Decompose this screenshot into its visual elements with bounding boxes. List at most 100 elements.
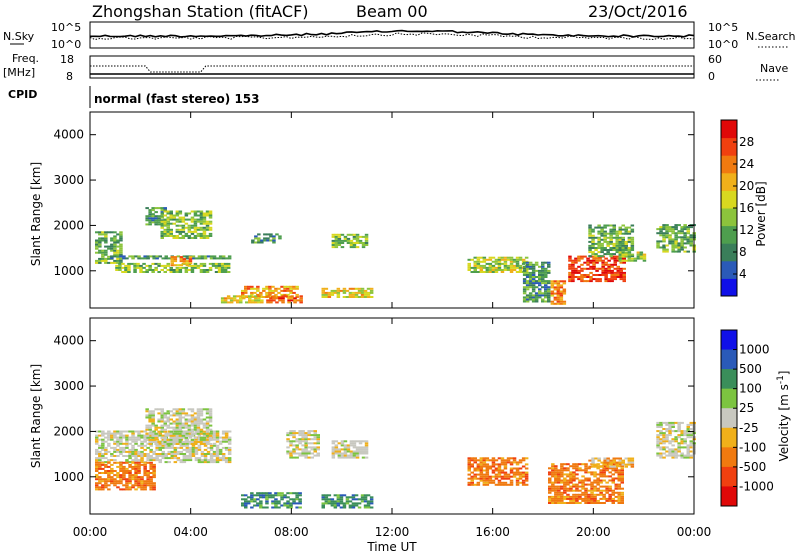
heatmap-cell bbox=[182, 461, 187, 464]
heatmap-cell bbox=[547, 269, 551, 272]
heatmap-cell bbox=[163, 424, 167, 427]
heatmap-cell bbox=[223, 299, 228, 302]
heatmap-cell bbox=[572, 499, 576, 502]
heatmap-cell bbox=[584, 469, 588, 472]
heatmap-cell bbox=[624, 465, 628, 468]
heatmap-cell bbox=[470, 477, 474, 480]
heatmap-cell bbox=[160, 209, 164, 212]
heatmap-cell bbox=[101, 453, 105, 455]
heatmap-cell bbox=[286, 446, 290, 449]
heatmap-cell bbox=[148, 414, 152, 417]
heatmap-cell bbox=[578, 469, 582, 472]
heatmap-cell bbox=[113, 255, 117, 258]
heatmap-cell bbox=[617, 495, 621, 498]
heatmap-cell bbox=[119, 448, 123, 451]
heatmap-cell bbox=[259, 293, 263, 296]
heatmap-cell bbox=[140, 488, 144, 491]
heatmap-cell bbox=[345, 500, 350, 503]
heatmap-cell bbox=[170, 264, 174, 267]
heatmap-cell bbox=[184, 214, 189, 217]
heatmap-cell bbox=[528, 265, 533, 268]
heatmap-cell bbox=[215, 434, 220, 437]
heatmap-cell bbox=[152, 467, 156, 470]
heatmap-cell bbox=[494, 467, 499, 470]
heatmap-cell bbox=[257, 299, 261, 302]
heatmap-cell bbox=[101, 434, 105, 437]
heatmap-cell bbox=[286, 285, 290, 288]
heatmap-cell bbox=[330, 291, 335, 294]
heatmap-cell bbox=[584, 479, 588, 482]
heatmap-cell bbox=[559, 296, 564, 299]
heatmap-cell bbox=[101, 438, 105, 441]
heatmap-cell bbox=[488, 475, 493, 478]
heatmap-cell bbox=[175, 436, 180, 439]
heatmap-cell bbox=[190, 414, 195, 417]
heatmap-cell bbox=[683, 228, 687, 231]
heatmap-cell bbox=[548, 467, 552, 470]
heatmap-cell bbox=[522, 274, 527, 276]
heatmap-cell bbox=[157, 430, 161, 433]
heatmap-cell bbox=[591, 240, 595, 243]
heatmap-cell bbox=[263, 237, 267, 240]
heatmap-cell bbox=[593, 471, 597, 474]
heatmap-cell bbox=[541, 274, 545, 276]
heatmap-cell bbox=[119, 440, 123, 443]
heatmap-cell bbox=[248, 301, 252, 304]
heatmap-cell bbox=[139, 264, 143, 267]
heatmap-cell bbox=[665, 228, 669, 231]
heatmap-cell bbox=[152, 486, 156, 489]
heatmap-cell bbox=[239, 299, 243, 302]
heatmap-cell bbox=[143, 448, 147, 451]
heatmap-cell bbox=[551, 497, 555, 500]
heatmap-cell bbox=[656, 421, 660, 424]
heatmap-cell bbox=[512, 473, 517, 476]
heatmap-cell bbox=[241, 289, 245, 292]
heatmap-cell bbox=[182, 260, 187, 263]
heatmap-cell bbox=[592, 267, 596, 270]
heatmap-cell bbox=[169, 212, 173, 215]
heatmap-cell bbox=[512, 475, 517, 478]
heatmap-cell bbox=[683, 446, 687, 449]
heatmap-cell bbox=[604, 261, 608, 264]
heatmap-cell bbox=[113, 461, 117, 464]
heatmap-cell bbox=[122, 465, 126, 468]
heatmap-cell bbox=[597, 459, 601, 462]
heatmap-cell bbox=[209, 257, 214, 260]
heatmap-cell bbox=[145, 428, 149, 431]
heatmap-cell bbox=[553, 298, 558, 301]
heatmap-cell bbox=[289, 287, 293, 290]
heatmap-cell bbox=[208, 235, 213, 237]
heatmap-cell bbox=[665, 248, 669, 251]
heatmap-cell bbox=[199, 443, 204, 445]
heatmap-cell bbox=[197, 255, 202, 258]
heatmap-cell bbox=[668, 226, 672, 229]
heatmap-cell bbox=[467, 463, 471, 466]
heatmap-cell bbox=[554, 493, 558, 496]
heatmap-cell bbox=[299, 301, 303, 304]
heatmap-cell bbox=[122, 257, 126, 260]
heatmap-cell bbox=[110, 249, 114, 252]
heatmap-cell bbox=[366, 287, 371, 290]
heatmap-cell bbox=[586, 274, 590, 276]
heatmap-cell bbox=[560, 479, 564, 482]
heatmap-cell bbox=[205, 212, 210, 215]
heatmap-cell bbox=[208, 420, 213, 423]
colorbar-tick-label: 8 bbox=[739, 245, 747, 259]
heatmap-cell bbox=[113, 484, 117, 487]
heatmap-cell bbox=[169, 222, 173, 225]
heatmap-cell bbox=[575, 487, 579, 490]
heatmap-cell bbox=[229, 299, 234, 302]
heatmap-cell bbox=[161, 455, 165, 457]
heatmap-cell bbox=[605, 467, 609, 470]
heatmap-cell bbox=[336, 498, 341, 501]
heatmap-cell bbox=[286, 440, 290, 443]
heatmap-cell bbox=[220, 269, 225, 271]
heatmap-cell bbox=[324, 500, 329, 503]
heatmap-cell bbox=[187, 237, 192, 239]
heatmap-cell bbox=[547, 298, 551, 301]
heatmap-cell bbox=[485, 457, 490, 460]
heatmap-cell bbox=[113, 245, 117, 248]
heatmap-cell bbox=[196, 420, 201, 423]
heatmap-cell bbox=[364, 242, 369, 244]
heatmap-cell bbox=[116, 432, 120, 435]
